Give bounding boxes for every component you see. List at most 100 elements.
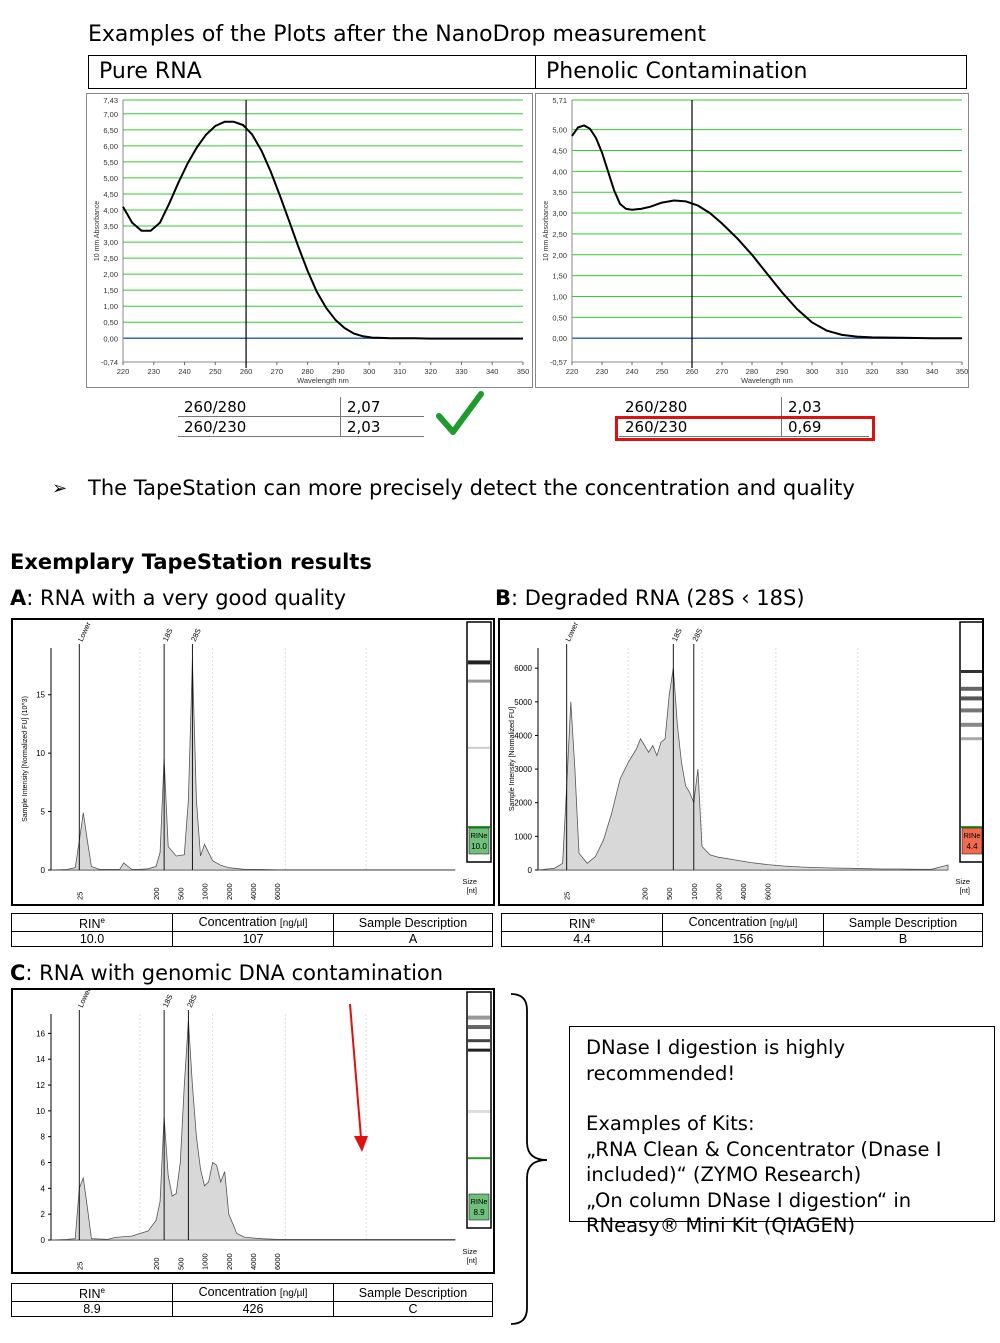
rin-badge — [468, 827, 490, 855]
ts-table-row: 8.9 426 C — [11, 1301, 493, 1318]
x-tick-label: 280 — [746, 367, 759, 376]
absorbance-curve — [571, 124, 962, 340]
conc-header-text: Concentration — [198, 914, 277, 929]
header-pure-rna: Pure RNA — [88, 55, 536, 89]
rin-value: 8.9 — [11, 1301, 173, 1318]
y-tick-label: 4,00 — [552, 167, 567, 176]
rin-badge-label: RINe — [470, 1197, 487, 1206]
ratio-row: 260/280 2,07 — [178, 397, 424, 417]
ratio-row: 260/230 0,69 — [619, 416, 869, 437]
x-tick-label: 1000 — [690, 883, 699, 900]
y-tick-label: 0 — [41, 1236, 46, 1245]
y-tick-label: 0,00 — [552, 334, 567, 343]
y-tick-label: 14 — [36, 1055, 45, 1064]
y-tick-label: 3,00 — [103, 238, 118, 247]
gel-lane — [959, 621, 985, 863]
x-tick-label: 200 — [152, 887, 161, 900]
ts-table-b: RINe Concentration [ng/µl] Sample Descri… — [501, 912, 983, 948]
x-tick-label: 260 — [686, 367, 699, 376]
gel-band — [468, 1025, 490, 1030]
y-tick-label: 0 — [528, 866, 533, 875]
y-tick-label: 0 — [41, 866, 46, 875]
panel-c-title: C: RNA with genomic DNA contamination — [10, 961, 443, 985]
electropherogram-area — [537, 668, 949, 871]
y-tick-label: 2 — [41, 1210, 46, 1219]
conc-value: 107 — [172, 931, 334, 948]
ts-table-header: RINe Concentration [ng/µl] Sample Descri… — [501, 912, 983, 933]
section-title: Exemplary TapeStation results — [10, 550, 372, 574]
x-tick-label: 340 — [926, 367, 939, 376]
x-tick-label: 6000 — [273, 1253, 282, 1270]
conc-unit: [ng/µl] — [279, 917, 308, 929]
x-tick-label: 25 — [75, 1262, 84, 1270]
conc-header: Concentration [ng/µl] — [662, 912, 824, 933]
checkmark-icon — [436, 391, 484, 435]
ratio-row: 260/230 2,03 — [178, 416, 424, 437]
x-tick-label: 290 — [776, 367, 789, 376]
note-line: „On column DNase I digestion“ in — [586, 1188, 912, 1212]
gel-band — [961, 708, 983, 713]
gel-band — [468, 660, 490, 665]
electropherogram-area — [50, 659, 456, 871]
panel-a-title: A: RNA with a very good quality — [10, 586, 346, 610]
y-tick-label: 12 — [36, 1081, 45, 1090]
rin-badge — [468, 1193, 490, 1221]
rin-badge-label: RINe — [470, 831, 487, 840]
y-tick-label: 3,50 — [552, 188, 567, 197]
y-tick-label: 6 — [41, 1159, 46, 1168]
gel-band — [961, 722, 983, 727]
y-tick-label: 2,50 — [103, 254, 118, 263]
x-tick-label: 270 — [271, 367, 284, 376]
y-tick-label: 4,50 — [552, 146, 567, 155]
peak-label: Lower — [563, 620, 580, 643]
y-tick-label: 2,50 — [552, 230, 567, 239]
gel-band — [961, 670, 983, 673]
panel-text: : Degraded RNA (28S ‹ 18S) — [511, 586, 805, 610]
x-tick-label: 320 — [424, 367, 437, 376]
x-tick-label: 500 — [665, 887, 674, 900]
y-tick-label: 4 — [41, 1184, 46, 1193]
peak-label: 28S — [185, 993, 199, 1009]
x-tick-label: 6000 — [764, 883, 773, 900]
x-tick-label: 4000 — [249, 1253, 258, 1270]
tapestation-chart-a: 0 5 10 15 Sample Intensity [Normalized FU] (… — [22, 620, 492, 900]
ratio-table-phenol: 260/280 2,03 260/230 0,69 — [619, 397, 869, 437]
y-tick-label: 10 — [36, 749, 45, 758]
x-tick-label: 250 — [209, 367, 222, 376]
y-tick-label: 3,50 — [103, 222, 118, 231]
size-label: Size — [462, 1247, 477, 1256]
x-tick-label: 280 — [301, 367, 314, 376]
x-tick-label: 2000 — [225, 1253, 234, 1270]
ratio-value: 2,03 — [340, 416, 424, 437]
y-tick-label: 1,00 — [552, 293, 567, 302]
y-tick-label: 6,00 — [103, 142, 118, 151]
conc-header: Concentration [ng/µl] — [172, 912, 334, 933]
gel-band — [468, 1110, 490, 1113]
y-tick-label: 1,00 — [103, 302, 118, 311]
x-tick-label: 310 — [394, 367, 407, 376]
x-tick-label: 2000 — [225, 883, 234, 900]
y-tick-label: 3000 — [514, 765, 532, 774]
desc-value: B — [823, 931, 983, 948]
rin-header: RINe — [501, 912, 663, 933]
page-title: Examples of the Plots after the NanoDrop… — [88, 22, 706, 47]
absorbance-curve — [122, 120, 523, 340]
rin-badge-value: 10.0 — [471, 842, 487, 851]
header-phenolic: Phenolic Contamination — [535, 55, 967, 89]
x-tick-label: 260 — [240, 367, 253, 376]
bullet-text: The TapeStation can more precisely detec… — [88, 476, 855, 500]
tapestation-frame-a: 0 5 10 15 Sample Intensity [Normalized FU] (… — [11, 618, 495, 906]
nanodrop-chart-pure: 7,43 7,00 6,50 6,00 5,50 5,00 4,50 4,00 3,50 3,00… — [94, 96, 529, 385]
y-tick-label: 3,00 — [552, 209, 567, 218]
red-arrow-line — [349, 1003, 362, 1139]
y-tick-label: 1,50 — [103, 286, 118, 295]
note-line: RNeasy® Mini Kit (QIAGEN) — [586, 1214, 856, 1237]
x-tick-label: 220 — [566, 367, 579, 376]
highlight-box — [615, 416, 875, 441]
x-tick-label: 240 — [626, 367, 639, 376]
y-tick-label: 6000 — [514, 664, 532, 673]
ratio-row: 260/280 2,03 — [619, 397, 869, 417]
x-tick-label: 1000 — [201, 1253, 210, 1270]
ts-table-row: 10.0 107 A — [11, 931, 493, 948]
x-tick-label: 310 — [836, 367, 849, 376]
